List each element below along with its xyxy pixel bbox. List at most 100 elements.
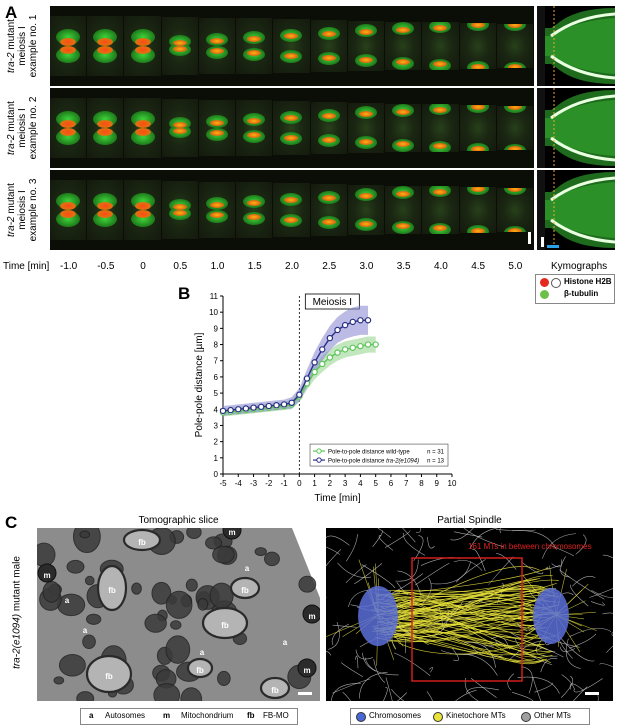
other-mt xyxy=(465,687,499,694)
tubulin-green-dot-icon xyxy=(540,290,549,299)
em-label: fb xyxy=(108,586,116,595)
data-point xyxy=(341,346,349,353)
time-point: 4.0 xyxy=(433,261,448,272)
time-point: 0 xyxy=(140,261,146,272)
kinetochore-mt xyxy=(376,594,542,627)
fb-mo-organelle xyxy=(186,657,214,679)
legend-kinetochore-mts: Kinetochore MTs xyxy=(446,711,506,720)
other-mt xyxy=(328,621,340,650)
other-mt xyxy=(472,548,486,572)
legend-label-2: Pole-to-pole distance tra-2(e1094) xyxy=(328,459,419,465)
other-mt xyxy=(565,638,581,669)
fb-mo-organelle xyxy=(201,606,249,640)
em-label: m xyxy=(43,571,50,580)
time-point: 4.5 xyxy=(471,261,486,272)
other-mt xyxy=(561,675,573,698)
tomographic-slice-image: fb fb fb fb fb fb fb m m m m a a a a a xyxy=(37,528,320,701)
frame xyxy=(422,186,459,234)
legend-tubulin-label: β-tubulin xyxy=(564,289,599,298)
scale-bar xyxy=(585,692,599,695)
data-point xyxy=(334,349,341,356)
other-mt xyxy=(450,528,474,541)
other-mt xyxy=(377,528,392,539)
frame xyxy=(124,16,161,76)
frame xyxy=(161,180,198,240)
x-tick-label: 7 xyxy=(404,479,409,488)
data-point xyxy=(265,402,273,410)
other-mt xyxy=(569,627,612,637)
mitochondrium xyxy=(302,604,320,624)
mitochondrium xyxy=(222,528,242,540)
x-tick-label: 10 xyxy=(448,479,457,488)
time-axis-label: Time [min] xyxy=(3,261,50,272)
organelle xyxy=(37,542,56,567)
tomo-legend: a Autosomes m Mitochondrium fb FB-MO xyxy=(80,708,298,725)
kinetochore-mt xyxy=(379,630,545,663)
y-tick-label: 4 xyxy=(214,405,219,414)
other-mt xyxy=(599,663,613,668)
data-point xyxy=(349,344,356,351)
organelle xyxy=(57,593,86,617)
other-mt xyxy=(570,584,589,607)
em-label: m xyxy=(308,612,315,621)
image-strip-2 xyxy=(50,88,534,168)
data-point xyxy=(357,342,364,350)
other-mt xyxy=(541,533,576,559)
em-label: a xyxy=(65,596,70,605)
em-label: a xyxy=(83,626,88,635)
other-mt xyxy=(355,655,359,669)
frame xyxy=(124,98,161,158)
other-mt xyxy=(362,652,376,672)
fb-mo-organelle xyxy=(229,576,261,600)
kinetochore-mt xyxy=(393,588,551,606)
data-point xyxy=(364,317,372,324)
other-mt xyxy=(345,564,367,584)
other-mt xyxy=(332,678,371,694)
data-point xyxy=(334,326,341,334)
x-tick-label: -4 xyxy=(235,479,243,488)
em-label: fb xyxy=(271,686,279,695)
other-mt xyxy=(532,677,542,701)
frame xyxy=(87,180,124,240)
other-mt xyxy=(326,535,350,546)
organelle xyxy=(153,683,181,701)
em-label: fb xyxy=(221,621,229,630)
fb-mo-organelle xyxy=(96,564,128,612)
other-mt xyxy=(326,546,341,555)
frame xyxy=(50,16,87,76)
other-mt xyxy=(326,651,332,656)
spindle-annotation: 161 MTs in between chromosomes xyxy=(468,542,592,551)
em-label: a xyxy=(245,564,250,573)
other-mt xyxy=(520,561,544,575)
legend-autosomes: Autosomes xyxy=(105,711,146,720)
other-mt xyxy=(464,642,496,668)
organelle xyxy=(205,536,223,550)
frame xyxy=(496,188,533,232)
other-mt xyxy=(332,624,357,628)
data-point xyxy=(349,318,356,326)
em-label: fb xyxy=(241,586,249,595)
other-mt xyxy=(331,623,349,646)
frame xyxy=(87,16,124,76)
other-mt xyxy=(429,667,434,673)
other-mt xyxy=(372,530,383,547)
time-point: 1.5 xyxy=(247,261,262,272)
kinetochore-mt xyxy=(388,566,540,615)
other-mt xyxy=(602,554,613,559)
em-label: fb xyxy=(105,672,113,681)
frame xyxy=(459,105,496,151)
panel-c-letter: C xyxy=(5,513,18,532)
other-mt xyxy=(340,662,364,678)
y-tick-label: 10 xyxy=(209,308,218,317)
data-point xyxy=(341,321,349,329)
time-point: -1.0 xyxy=(59,261,78,272)
frame xyxy=(496,24,533,68)
time-point: 3.0 xyxy=(359,261,374,272)
other-mt xyxy=(359,671,388,699)
legend-marker xyxy=(316,457,322,463)
x-tick-label: 5 xyxy=(373,479,378,488)
data-point xyxy=(288,399,295,407)
other-mt xyxy=(540,658,558,673)
partial-spindle-image: 161 MTs in between chromosomes xyxy=(326,528,613,701)
